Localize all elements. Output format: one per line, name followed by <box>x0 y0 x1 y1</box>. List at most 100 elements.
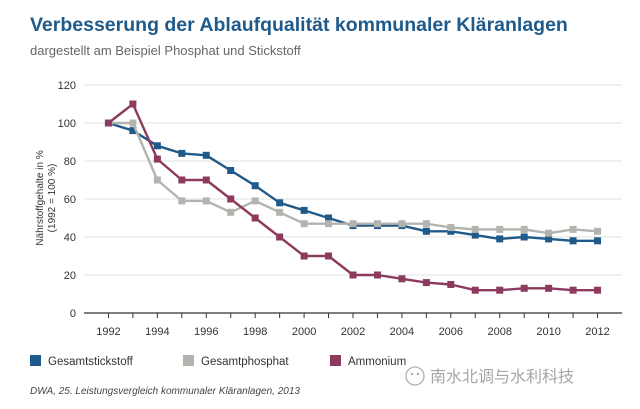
y-tick-label: 40 <box>64 232 76 244</box>
x-tick-label: 1996 <box>194 326 218 338</box>
data-point <box>276 199 284 207</box>
legend-swatch <box>183 355 194 366</box>
data-point <box>594 286 602 294</box>
data-point <box>422 220 430 228</box>
data-point <box>471 286 479 294</box>
x-tick-label: 2000 <box>292 326 316 338</box>
data-point <box>104 119 112 127</box>
data-point <box>520 284 528 292</box>
legend-label: Gesamtphosphat <box>201 356 289 368</box>
data-point <box>471 231 479 239</box>
data-point <box>325 220 333 228</box>
legend-label: Ammonium <box>348 356 406 368</box>
data-point <box>471 225 479 233</box>
data-point <box>398 220 406 228</box>
data-point <box>569 225 577 233</box>
y-tick-label: 20 <box>64 270 76 282</box>
data-point <box>251 214 259 222</box>
data-point <box>447 281 455 288</box>
data-point <box>251 182 259 190</box>
data-point <box>202 197 210 205</box>
y-axis-title-line1: Nährstoffgehalte in % <box>35 150 46 246</box>
data-point <box>300 252 308 260</box>
legend-label: Gesamtstickstoff <box>48 356 134 368</box>
data-point <box>251 197 259 205</box>
y-tick-label: 100 <box>58 118 76 130</box>
y-tick-label: 80 <box>64 156 76 168</box>
series-gesamtphosphat <box>104 119 602 237</box>
data-point <box>300 206 308 214</box>
data-point <box>496 286 504 294</box>
y-axis-ticks: 0 20 40 60 80 100 120 <box>58 80 76 320</box>
series-line <box>107 102 598 292</box>
legend-swatch <box>30 355 41 366</box>
data-point <box>227 208 235 216</box>
gridlines <box>84 84 622 276</box>
data-point <box>569 237 577 245</box>
wechat-icon <box>405 366 425 386</box>
data-point <box>447 224 455 231</box>
x-tick-label: 2002 <box>341 326 365 338</box>
y-tick-label: 120 <box>58 80 76 92</box>
data-point <box>349 271 357 279</box>
chart-title: Verbesserung der Ablaufqualität kommunal… <box>30 14 568 36</box>
series-group <box>104 100 602 294</box>
data-point <box>202 151 210 159</box>
x-tick-label: 1994 <box>145 326 169 338</box>
legend: Gesamtstickstoff Gesamtphosphat Ammonium <box>30 355 406 368</box>
x-tick-label: 1998 <box>243 326 267 338</box>
data-point <box>129 127 137 135</box>
data-point <box>422 227 430 235</box>
x-tick-label: 2012 <box>585 326 609 338</box>
y-axis-title-line2: (1992 = 100 %) <box>47 164 58 233</box>
data-point <box>594 227 602 235</box>
data-point <box>129 119 137 127</box>
watermark-text: 南水北调与水利科技 <box>430 368 574 386</box>
x-tick-label: 1992 <box>96 326 120 338</box>
wechat-icon-dot <box>410 372 414 376</box>
y-tick-label: 0 <box>70 308 76 320</box>
data-point <box>227 195 235 203</box>
data-point <box>373 220 381 228</box>
data-point <box>373 271 381 279</box>
data-point <box>545 235 553 243</box>
y-tick-label: 60 <box>64 194 76 206</box>
data-point <box>496 225 504 233</box>
x-tick-label: 2006 <box>439 326 463 338</box>
data-point <box>178 176 186 184</box>
data-point <box>496 235 504 243</box>
data-point <box>520 225 528 233</box>
data-point <box>178 149 186 157</box>
data-point <box>300 220 308 228</box>
data-point <box>325 214 333 222</box>
data-point <box>349 220 357 228</box>
chart-subtitle: dargestellt am Beispiel Phosphat und Sti… <box>30 43 301 58</box>
data-point <box>520 233 528 241</box>
data-point <box>202 176 210 184</box>
data-point <box>153 176 161 184</box>
y-axis-title: Nährstoffgehalte in % (1992 = 100 %) <box>35 150 58 246</box>
data-point <box>569 286 577 294</box>
data-point <box>178 197 186 205</box>
data-point <box>325 252 333 260</box>
data-point <box>545 284 553 292</box>
watermark: 南水北调与水利科技 <box>405 366 574 386</box>
x-tick-label: 2008 <box>487 326 511 338</box>
x-tick-label: 2010 <box>536 326 560 338</box>
data-point <box>545 229 553 237</box>
legend-swatch <box>330 355 341 366</box>
data-point <box>398 275 406 283</box>
data-point <box>153 155 161 163</box>
data-point <box>422 279 430 287</box>
data-point <box>129 100 137 108</box>
data-point <box>227 167 235 174</box>
data-point <box>447 227 455 235</box>
series-ammonium <box>104 100 602 294</box>
x-tick-label: 2004 <box>390 326 414 338</box>
source-note: DWA, 25. Leistungsvergleich kommunaler K… <box>30 386 300 397</box>
data-point <box>594 237 602 245</box>
data-point <box>276 233 284 241</box>
wechat-icon-dot <box>416 372 420 376</box>
x-axis-ticks: 1992 1994 1996 1998 2000 2002 2004 2006 2008 2010… <box>96 313 610 338</box>
